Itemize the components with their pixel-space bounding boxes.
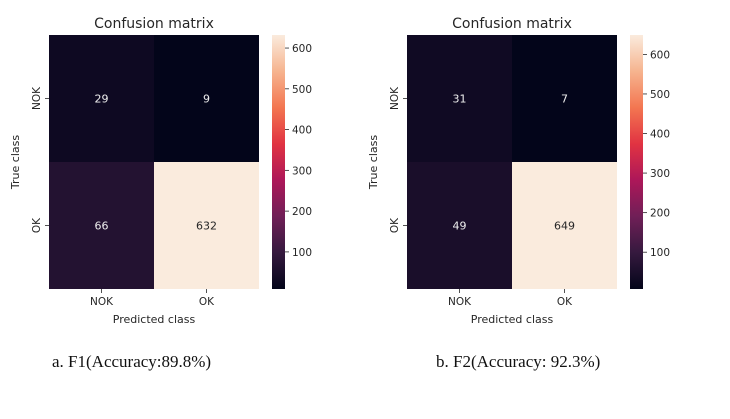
heatmap-cell [512,35,617,162]
colorbar-tick-label: 100 [292,247,312,259]
y-axis-label: True class [9,135,22,190]
heatmap-cell [407,162,512,289]
colorbar-tick-label: 300 [292,165,312,177]
heatmap-cell [49,162,154,289]
cell-value-label: 7 [561,93,568,106]
cell-value-label: 66 [95,220,109,233]
cell-value-label: 9 [203,93,210,106]
heatmap-cell [512,162,617,289]
heatmap-cell [154,35,259,162]
x-tick-label: NOK [448,296,472,308]
cell-value-label: 29 [95,93,109,106]
colorbar-tick-label: 500 [292,84,312,96]
colorbar [630,35,643,289]
chart-title-f1: Confusion matrix [94,16,214,32]
y-tick-label: NOK [31,86,43,110]
heatmap-cell [154,162,259,289]
caption-f2: b. F2(Accuracy: 92.3%) [436,352,601,371]
y-tick-label: OK [31,217,43,233]
x-axis-label: Predicted class [113,313,196,326]
x-tick-label: NOK [90,296,114,308]
cell-value-label: 31 [453,93,467,106]
heatmap-cell [407,35,512,162]
cell-value-label: 632 [196,220,217,233]
colorbar-tick-label: 400 [650,129,670,141]
colorbar-tick-label: 400 [292,125,312,137]
chart-title-f2: Confusion matrix [452,16,572,32]
x-axis-label: Predicted class [471,313,554,326]
colorbar-tick-label: 500 [650,89,670,101]
colorbar-tick-label: 200 [650,208,670,220]
heatmap-cell [49,35,154,162]
caption-f1: a. F1(Accuracy:89.8%) [52,352,212,371]
cell-value-label: 649 [554,220,575,233]
cell-value-label: 49 [453,220,467,233]
x-tick-label: OK [557,296,573,308]
colorbar-tick-label: 100 [650,247,670,259]
colorbar-tick-label: 300 [650,168,670,180]
y-axis-label: True class [367,135,380,190]
colorbar-tick-label: 200 [292,206,312,218]
colorbar [272,35,285,289]
y-tick-label: OK [389,217,401,233]
colorbar-tick-label: 600 [650,49,670,61]
x-tick-label: OK [199,296,215,308]
colorbar-tick-label: 600 [292,43,312,55]
y-tick-label: NOK [389,86,401,110]
